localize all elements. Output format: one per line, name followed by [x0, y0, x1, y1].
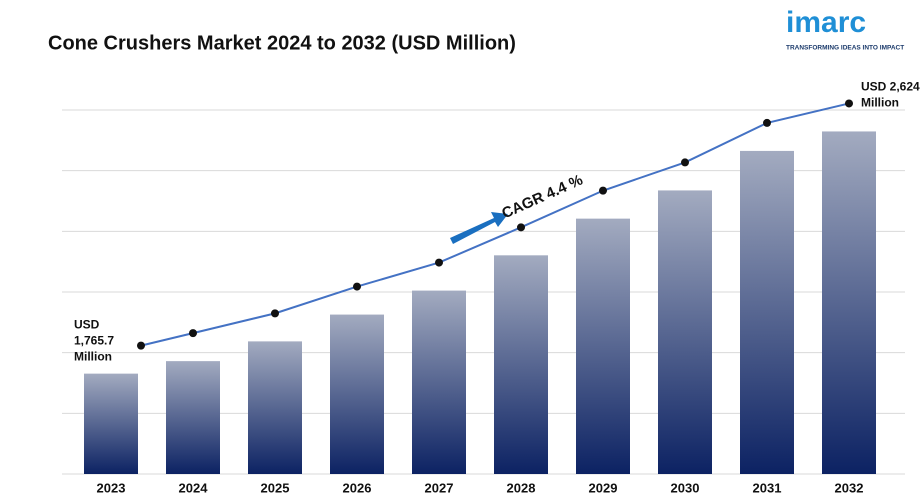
- bar: [494, 255, 548, 474]
- x-tick-label: 2032: [835, 480, 864, 495]
- cagr-arrow: [450, 212, 508, 244]
- bar: [740, 150, 794, 474]
- x-tick-label: 2025: [261, 480, 290, 495]
- value-label: USD 2,624.0Million: [861, 80, 920, 110]
- trend-point: [845, 99, 853, 108]
- logo-tagline: TRANSFORMING IDEAS INTO IMPACT: [786, 45, 904, 52]
- bar: [822, 131, 876, 475]
- x-tick-label: 2024: [179, 480, 209, 495]
- trend-point: [189, 329, 197, 338]
- bar: [576, 218, 630, 474]
- bar: [330, 314, 384, 474]
- cagr-annotation: CAGR 4.4 %: [499, 171, 585, 222]
- trend-point: [271, 309, 279, 318]
- chart-title: Cone Crushers Market 2024 to 2032 (USD M…: [48, 32, 516, 54]
- trend-point: [681, 158, 689, 167]
- x-tick-label: 2030: [671, 480, 700, 495]
- bar: [412, 290, 466, 474]
- trend-point: [599, 186, 607, 195]
- trend-point: [353, 282, 361, 291]
- x-tick-label: 2028: [507, 480, 536, 495]
- trend-point: [435, 258, 443, 267]
- x-tick-label: 2026: [343, 480, 372, 495]
- trend-point: [137, 341, 145, 350]
- x-tick-label: 2029: [589, 480, 618, 495]
- x-tick-label: 2027: [425, 480, 454, 495]
- bar: [658, 190, 712, 474]
- bar: [248, 341, 302, 474]
- bar: [166, 361, 220, 474]
- trend-point: [517, 223, 525, 232]
- trend-line: [140, 102, 850, 347]
- x-tick-label: 2023: [97, 480, 126, 495]
- trend-point: [763, 118, 771, 127]
- bar: [84, 373, 138, 474]
- logo: imarc: [786, 6, 866, 39]
- x-tick-label: 2031: [753, 480, 782, 495]
- value-label: USD 1,765.7 Million: [74, 318, 114, 364]
